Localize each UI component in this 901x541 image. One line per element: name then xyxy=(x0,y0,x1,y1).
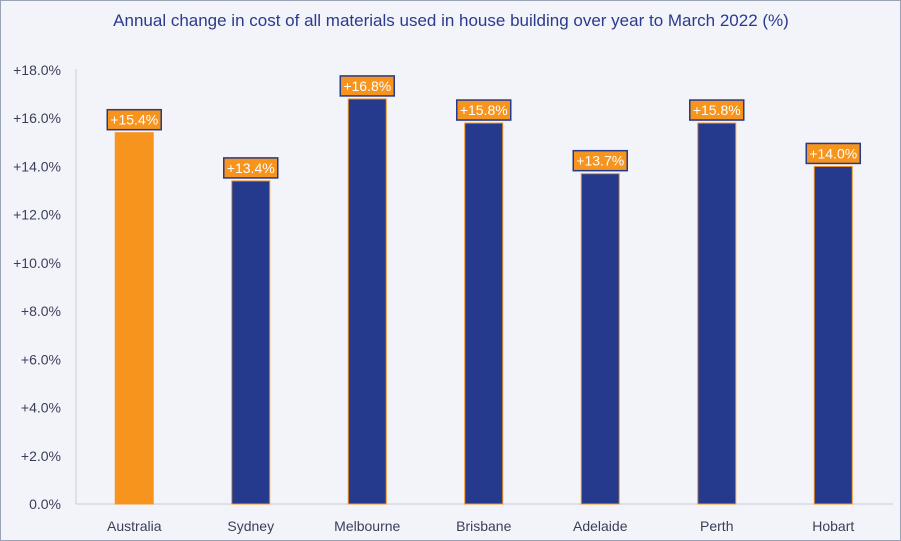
y-tick-label: +6.0% xyxy=(21,351,61,367)
bar-sydney xyxy=(231,180,271,505)
data-label-box xyxy=(339,75,395,97)
y-tick-label: +16.0% xyxy=(13,110,61,126)
y-tick-label: +2.0% xyxy=(21,448,61,464)
x-tick-label: Perth xyxy=(700,518,733,534)
chart-title: Annual change in cost of all materials u… xyxy=(113,11,789,30)
data-label-box xyxy=(805,142,861,165)
y-tick-label: +14.0% xyxy=(13,158,61,174)
data-label-box xyxy=(572,149,628,172)
bar-perth xyxy=(697,122,737,505)
bar-adelaide xyxy=(580,173,620,505)
bar-melbourne xyxy=(347,98,387,505)
data-label-box xyxy=(456,99,512,121)
bar-australia xyxy=(114,132,154,505)
bar-hobart xyxy=(813,165,853,505)
data-label: +15.8% xyxy=(693,102,741,118)
x-tick-label: Sydney xyxy=(227,518,274,534)
data-label-box xyxy=(223,157,279,179)
data-label: +13.4% xyxy=(227,160,275,176)
y-axis-ticks: 0.0% +2.0% +4.0% +6.0% +8.0% +10.0% +12.0% +14.… xyxy=(13,62,61,512)
data-label: +16.8% xyxy=(343,78,391,94)
y-tick-label: +8.0% xyxy=(21,303,61,319)
data-label: +13.7% xyxy=(576,153,624,169)
y-tick-label: 0.0% xyxy=(29,496,61,512)
y-tick-label: +12.0% xyxy=(13,207,61,223)
bar-brisbane xyxy=(464,122,504,505)
bars: +15.4% +13.4% +16.8% +15.8% +13.7% +15.8% +14.… xyxy=(106,75,861,505)
x-tick-label: Brisbane xyxy=(456,518,511,534)
y-tick-label: +10.0% xyxy=(13,255,61,271)
x-tick-label: Melbourne xyxy=(334,518,400,534)
data-label-box xyxy=(689,99,745,121)
y-tick-label: +4.0% xyxy=(21,400,61,416)
data-label: +15.8% xyxy=(460,102,508,118)
x-tick-label: Hobart xyxy=(812,518,854,534)
x-axis-ticks: Australia Sydney Melbourne Brisbane Adelaide… xyxy=(107,518,854,534)
x-tick-label: Australia xyxy=(107,518,162,534)
y-tick-label: +18.0% xyxy=(13,62,61,78)
data-label-box xyxy=(106,108,162,131)
data-label: +14.0% xyxy=(809,145,857,161)
data-label: +15.4% xyxy=(110,112,158,128)
x-tick-label: Adelaide xyxy=(573,518,628,534)
